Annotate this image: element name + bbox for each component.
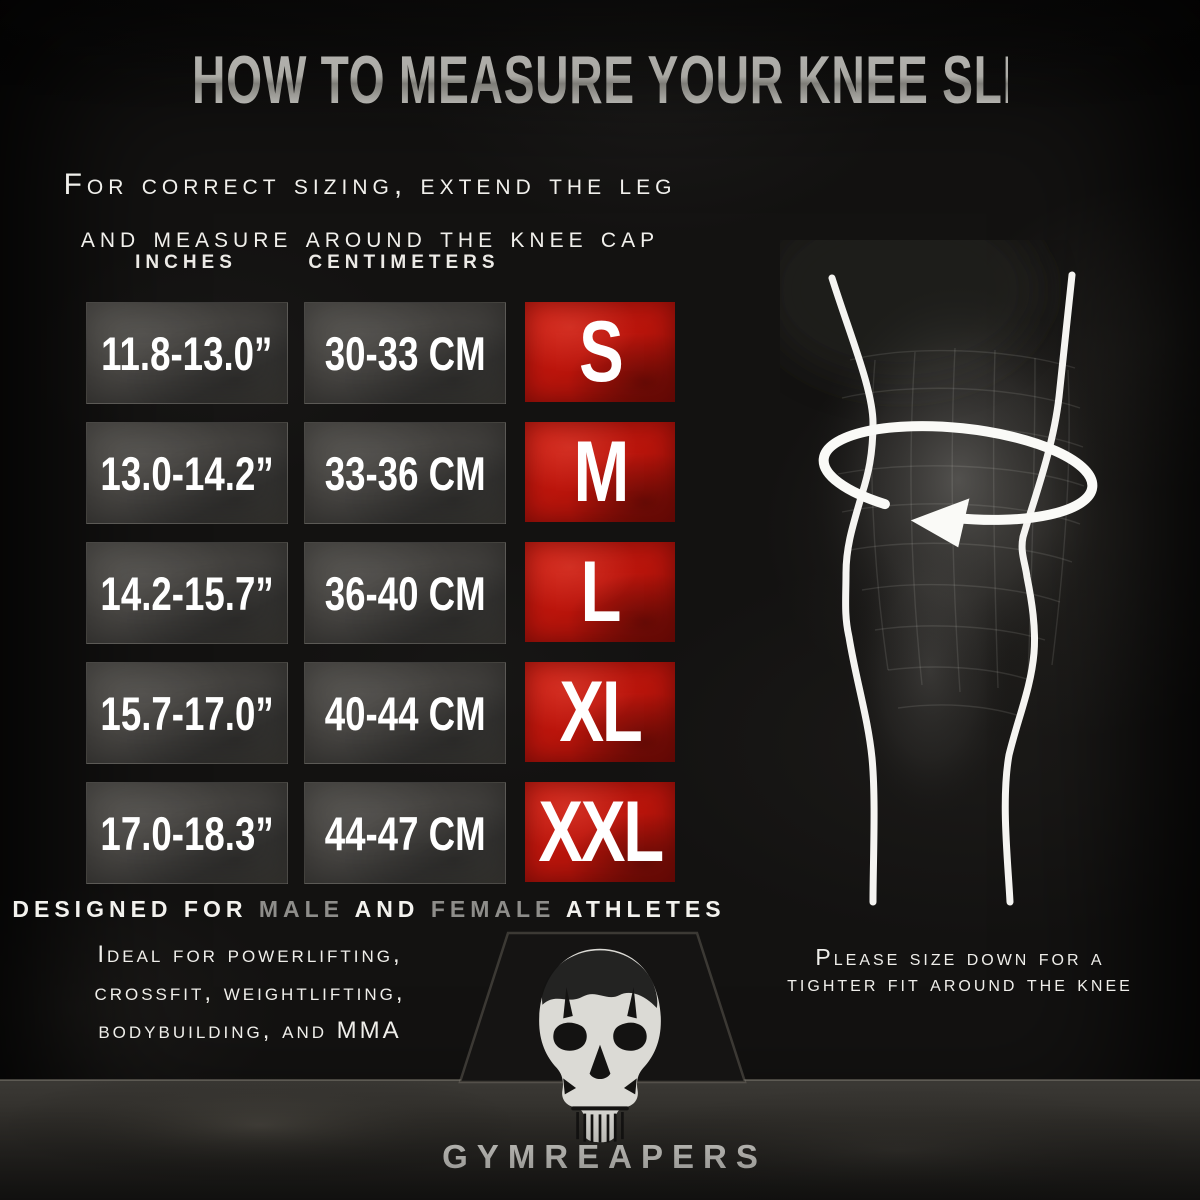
centimeters-cell: 44-47 CM [304, 782, 506, 884]
size-table-row: 15.7-17.0” 40-44 CM XL [0, 662, 1200, 764]
inches-value: 14.2-15.7” [100, 566, 274, 620]
inches-cell: 13.0-14.2” [86, 422, 288, 524]
skull-icon [539, 948, 661, 1143]
fit-tip-note: Please size down for a tighter fit aroun… [738, 944, 1182, 996]
size-label: XL [559, 663, 642, 760]
size-table-row: 11.8-13.0” 30-33 CM S [0, 302, 1200, 404]
female-label: FEMALE [430, 896, 556, 922]
size-badge: L [525, 542, 675, 642]
inches-value: 15.7-17.0” [100, 686, 274, 740]
centimeters-cell: 40-44 CM [304, 662, 506, 764]
fit-tip-line-1: Please size down for a [815, 944, 1105, 970]
male-label: MALE [258, 896, 345, 922]
ideal-for-line-2: crossfit, weightlifting, [94, 979, 406, 1006]
knee-circumference-arrow-icon [780, 240, 1118, 906]
size-table-row: 14.2-15.7” 36-40 CM L [0, 542, 1200, 644]
inches-value: 13.0-14.2” [100, 446, 274, 500]
inches-cell: 14.2-15.7” [86, 542, 288, 644]
inches-value: 11.8-13.0” [101, 326, 273, 380]
size-badge: S [525, 302, 675, 402]
fit-tip-line-2: tighter fit around the knee [787, 970, 1133, 996]
skull-face-details [553, 987, 647, 1111]
athletes-note: DESIGNED FOR MALE AND FEMALE ATHLETES [0, 896, 738, 923]
brand-wordmark: GYMREAPERS [442, 1138, 767, 1175]
centimeters-header: CENTIMETERS [308, 252, 500, 273]
ideal-for-line-1: Ideal for powerlifting, [97, 941, 403, 968]
inches-cell: 15.7-17.0” [86, 662, 288, 764]
centimeters-cell: 30-33 CM [304, 302, 506, 404]
size-label: S [578, 303, 624, 400]
athletes-note-prefix: DESIGNED FOR [12, 896, 248, 922]
instructions-line-2: and measure around the knee cap [80, 221, 660, 254]
instructions-line-1: For correct sizing, extend the leg [63, 168, 677, 201]
centimeters-value: 36-40 CM [324, 566, 486, 620]
centimeters-value: 44-47 CM [324, 806, 486, 860]
instructions: For correct sizing, extend the leg and m… [0, 158, 740, 264]
and-label: AND [354, 896, 420, 922]
centimeters-value: 40-44 CM [324, 686, 486, 740]
ideal-for-line-3: bodybuilding, and MMA [98, 1017, 402, 1044]
shin-glow [840, 510, 1020, 830]
measure-arrow [818, 421, 1098, 548]
arrowhead-icon [910, 498, 970, 548]
centimeters-value: 33-36 CM [324, 446, 486, 500]
size-table-row: 13.0-14.2” 33-36 CM M [0, 422, 1200, 524]
size-badge: XXL [525, 782, 675, 882]
inches-cell: 17.0-18.3” [86, 782, 288, 884]
inches-cell: 11.8-13.0” [86, 302, 288, 404]
size-label: XXL [538, 783, 664, 880]
page-title: HOW TO MEASURE YOUR KNEE SLEEVE SIZE [192, 42, 1200, 118]
size-label: M [573, 423, 629, 520]
centimeters-value: 30-33 CM [324, 326, 486, 380]
centimeters-cell: 36-40 CM [304, 542, 506, 644]
size-badge: XL [525, 662, 675, 762]
centimeters-cell: 33-36 CM [304, 422, 506, 524]
athletes-label: ATHLETES [565, 896, 726, 922]
skull-teeth [576, 1112, 624, 1143]
size-table-row: 17.0-18.3” 44-47 CM XXL [0, 782, 1200, 884]
inches-value: 17.0-18.3” [100, 806, 274, 860]
size-badge: M [525, 422, 675, 522]
inches-header: INCHES [135, 252, 237, 273]
leg-outline [828, 271, 1076, 906]
ideal-for-note: Ideal for powerlifting, crossfit, weight… [30, 936, 470, 1050]
size-label: L [580, 543, 622, 640]
